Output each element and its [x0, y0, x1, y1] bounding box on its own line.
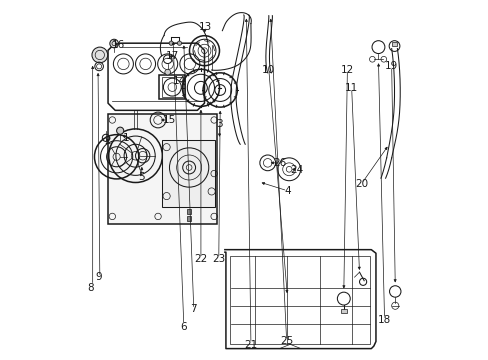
- Bar: [230, 256, 369, 344]
- Text: 26: 26: [272, 158, 285, 168]
- Circle shape: [169, 41, 173, 45]
- Bar: [186, 216, 190, 221]
- Text: 19: 19: [384, 62, 398, 71]
- Text: 12: 12: [340, 65, 353, 75]
- Text: 13: 13: [198, 22, 211, 32]
- Circle shape: [164, 69, 170, 75]
- Text: 8: 8: [87, 283, 93, 293]
- Bar: [159, 75, 185, 99]
- Text: 17: 17: [165, 51, 179, 61]
- Text: 21: 21: [244, 340, 257, 350]
- Text: 22: 22: [194, 254, 207, 264]
- Circle shape: [92, 47, 107, 63]
- Text: 3: 3: [216, 118, 223, 129]
- Text: 14: 14: [172, 76, 186, 86]
- Text: 1: 1: [123, 133, 130, 143]
- Text: 15: 15: [163, 115, 176, 125]
- Text: 7: 7: [190, 304, 197, 314]
- Bar: [162, 77, 183, 97]
- Bar: [186, 208, 190, 214]
- Text: 6: 6: [180, 322, 187, 332]
- Text: 18: 18: [377, 315, 390, 325]
- Bar: [108, 113, 217, 224]
- Text: 11: 11: [345, 83, 358, 93]
- Text: 10: 10: [262, 65, 275, 75]
- Text: 20: 20: [354, 179, 367, 189]
- Text: 2: 2: [104, 136, 111, 147]
- Bar: [162, 140, 215, 207]
- Circle shape: [110, 39, 118, 48]
- Text: 5: 5: [138, 172, 144, 182]
- Circle shape: [177, 41, 181, 45]
- Bar: [391, 42, 397, 46]
- Text: 16: 16: [112, 40, 125, 50]
- Text: 24: 24: [290, 165, 304, 175]
- Text: 4: 4: [284, 186, 290, 197]
- Circle shape: [116, 127, 123, 134]
- Text: 23: 23: [212, 254, 225, 264]
- Bar: [340, 309, 346, 313]
- Text: 9: 9: [95, 272, 102, 282]
- Text: 25: 25: [280, 337, 293, 346]
